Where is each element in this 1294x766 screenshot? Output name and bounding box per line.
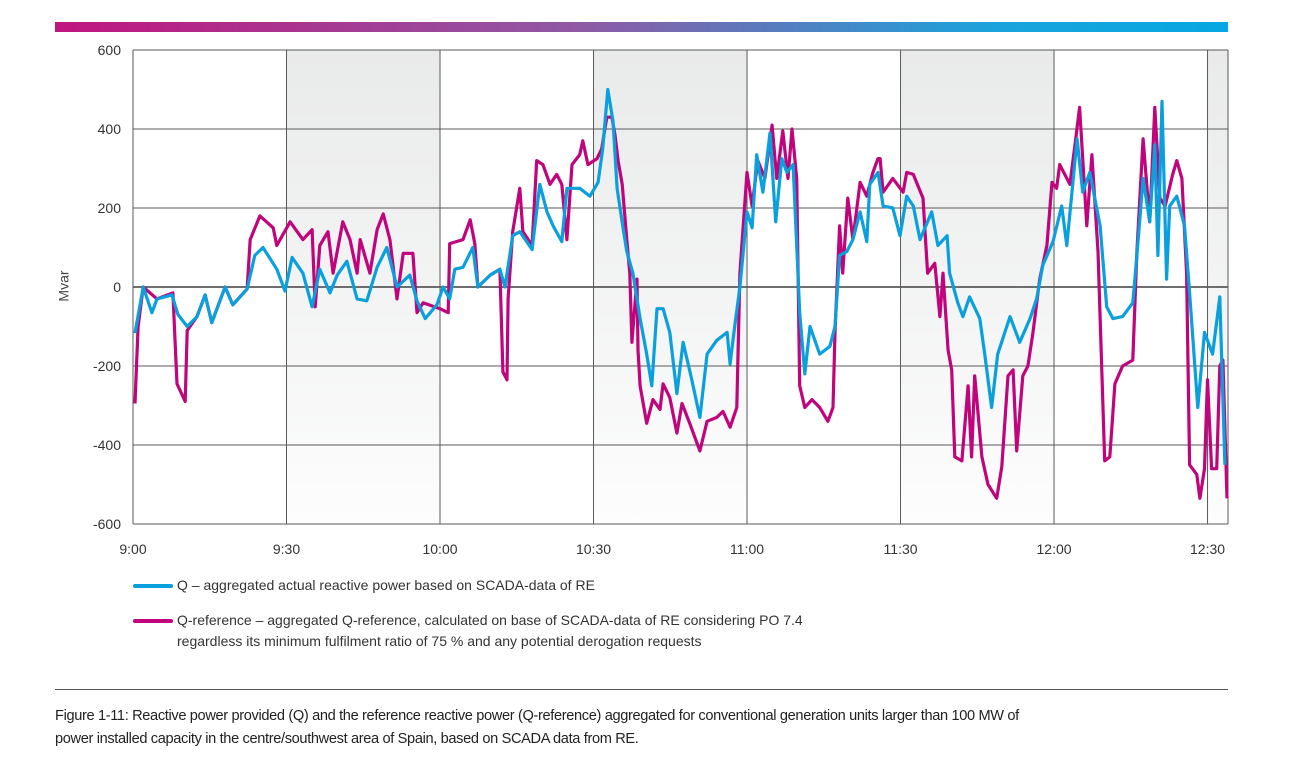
x-tick-label: 12:00 [1037,541,1072,557]
x-tick-label: 9:30 [273,541,300,557]
legend-swatch-qref [133,619,173,624]
x-tick-label: 10:30 [576,541,611,557]
legend-item-qref: Q-reference – aggregated Q-reference, ca… [133,610,803,652]
x-tick-label: 11:30 [884,541,918,557]
y-tick-label: -600 [93,516,121,532]
x-tick-label: 11:00 [730,541,764,557]
y-tick-label: -200 [93,358,121,374]
caption-line-2: power installed capacity in the centre/s… [55,731,639,747]
y-tick-label: 400 [98,121,122,137]
legend-swatch-q [133,584,173,589]
header-gradient-bar [55,22,1228,32]
legend-item-q: Q – aggregated actual reactive power bas… [133,575,595,596]
x-tick-label: 10:00 [422,541,457,557]
figure-caption: Figure 1-11: Reactive power provided (Q)… [55,705,1235,751]
caption-line-1: Figure 1-11: Reactive power provided (Q)… [55,708,1019,724]
line-chart: 600 400 200 0 -200 -400 -600 9:00 9:30 10:00 10:30… [93,42,1229,557]
y-tick-label: -400 [93,437,121,453]
y-tick-label: 200 [98,200,122,216]
x-tick-label: 12:30 [1190,541,1225,557]
caption-divider [55,689,1228,690]
series-line-q [133,87,1227,465]
legend-label-qref-line1: Q-reference – aggregated Q-reference, ca… [177,612,803,628]
y-tick-label: 0 [113,279,121,295]
x-tick-label: 9:00 [119,541,146,557]
series-line-qref [133,105,1229,500]
legend-label-qref-line2: regardless its minimum fulfilment ratio … [177,633,702,649]
legend-label-q: Q – aggregated actual reactive power bas… [177,577,595,593]
y-tick-label: 600 [98,42,122,58]
y-axis-label: Mvar [55,270,72,302]
